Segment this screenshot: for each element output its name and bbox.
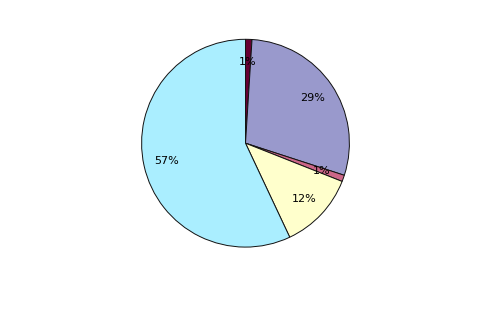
Text: 12%: 12% — [292, 194, 317, 204]
Text: 57%: 57% — [154, 156, 179, 166]
Wedge shape — [246, 39, 252, 143]
Text: 1%: 1% — [239, 57, 257, 67]
Wedge shape — [246, 143, 344, 181]
Text: 29%: 29% — [300, 93, 325, 103]
Wedge shape — [141, 39, 290, 247]
Wedge shape — [246, 143, 342, 237]
Wedge shape — [246, 40, 350, 175]
Text: 1%: 1% — [313, 166, 330, 175]
